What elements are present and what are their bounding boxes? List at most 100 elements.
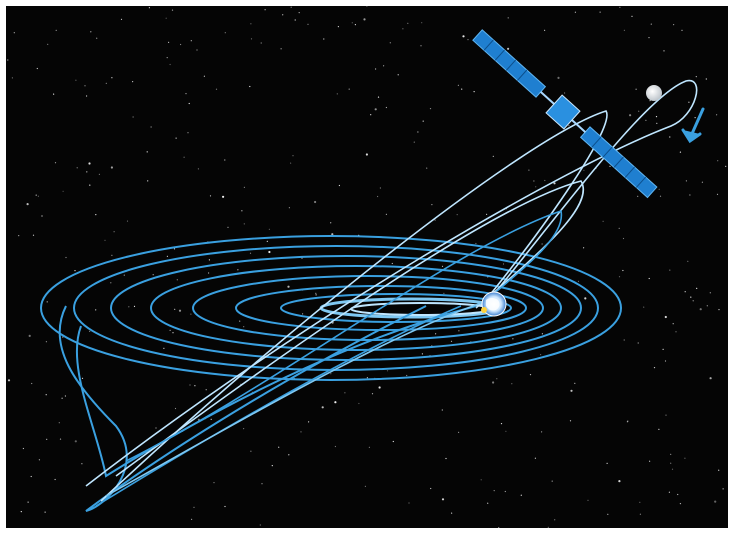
satellite-icon bbox=[472, 29, 658, 199]
star bbox=[695, 76, 697, 78]
star bbox=[649, 460, 651, 462]
star bbox=[685, 180, 688, 182]
orbit-ring bbox=[40, 235, 622, 381]
star bbox=[487, 502, 489, 504]
star bbox=[541, 333, 544, 335]
star bbox=[47, 43, 49, 46]
star bbox=[188, 102, 190, 105]
star bbox=[658, 428, 660, 430]
star bbox=[389, 42, 391, 44]
star bbox=[268, 250, 271, 254]
star bbox=[696, 287, 698, 289]
star bbox=[86, 171, 88, 173]
star bbox=[243, 428, 245, 430]
star bbox=[278, 446, 280, 448]
star bbox=[196, 49, 198, 51]
orbit-ring bbox=[150, 265, 562, 351]
star bbox=[7, 379, 11, 382]
star bbox=[46, 438, 48, 440]
star bbox=[421, 22, 423, 24]
star bbox=[407, 22, 409, 24]
star bbox=[671, 468, 674, 470]
star bbox=[629, 114, 632, 117]
star bbox=[669, 269, 671, 271]
star bbox=[65, 256, 67, 259]
outer-loop bbox=[58, 305, 427, 512]
star bbox=[645, 119, 647, 121]
star bbox=[557, 76, 560, 79]
star bbox=[665, 414, 667, 416]
star bbox=[658, 188, 660, 190]
star bbox=[500, 423, 503, 425]
star bbox=[638, 110, 640, 112]
star bbox=[271, 465, 273, 467]
star bbox=[544, 29, 546, 31]
star bbox=[173, 248, 176, 250]
star bbox=[473, 91, 475, 93]
star bbox=[705, 78, 707, 80]
star bbox=[648, 37, 650, 39]
star bbox=[120, 18, 123, 20]
star bbox=[725, 165, 727, 167]
star bbox=[128, 306, 130, 308]
star bbox=[675, 331, 677, 333]
star bbox=[55, 29, 57, 31]
star bbox=[512, 338, 514, 340]
star bbox=[13, 32, 15, 34]
star bbox=[551, 480, 553, 482]
star bbox=[577, 280, 580, 282]
star bbox=[441, 498, 445, 501]
star bbox=[110, 166, 113, 169]
star bbox=[290, 6, 292, 8]
star bbox=[133, 305, 136, 307]
star bbox=[28, 334, 31, 337]
star bbox=[53, 93, 55, 95]
star bbox=[461, 88, 463, 90]
star bbox=[366, 377, 368, 379]
star-field bbox=[7, 6, 727, 528]
star bbox=[174, 308, 176, 310]
star bbox=[623, 339, 625, 341]
star bbox=[639, 501, 641, 503]
star bbox=[670, 453, 672, 455]
star bbox=[203, 75, 205, 77]
star bbox=[540, 354, 542, 356]
star bbox=[699, 308, 702, 311]
star bbox=[62, 190, 64, 192]
star bbox=[250, 23, 252, 25]
star bbox=[520, 494, 522, 496]
star bbox=[672, 323, 674, 325]
star bbox=[496, 378, 498, 380]
star bbox=[421, 353, 423, 355]
star bbox=[280, 48, 282, 50]
star bbox=[457, 84, 459, 86]
star bbox=[385, 213, 387, 215]
star bbox=[315, 292, 317, 294]
star bbox=[302, 313, 304, 315]
star bbox=[338, 184, 340, 187]
star bbox=[637, 342, 639, 344]
star bbox=[321, 406, 324, 409]
star bbox=[330, 222, 332, 224]
star bbox=[599, 11, 601, 13]
star bbox=[348, 88, 350, 90]
star bbox=[722, 488, 724, 490]
star bbox=[334, 445, 336, 448]
star bbox=[622, 237, 625, 240]
star bbox=[239, 320, 241, 322]
star bbox=[679, 151, 682, 153]
star bbox=[668, 491, 671, 493]
star bbox=[609, 165, 611, 167]
star bbox=[243, 223, 245, 225]
star bbox=[249, 252, 252, 254]
star bbox=[20, 511, 22, 513]
star bbox=[95, 214, 97, 216]
star bbox=[176, 279, 178, 281]
star bbox=[180, 43, 182, 46]
star bbox=[86, 95, 88, 97]
star bbox=[450, 340, 453, 342]
star bbox=[426, 167, 428, 169]
star bbox=[687, 260, 689, 262]
star bbox=[111, 77, 113, 79]
star bbox=[174, 407, 177, 410]
